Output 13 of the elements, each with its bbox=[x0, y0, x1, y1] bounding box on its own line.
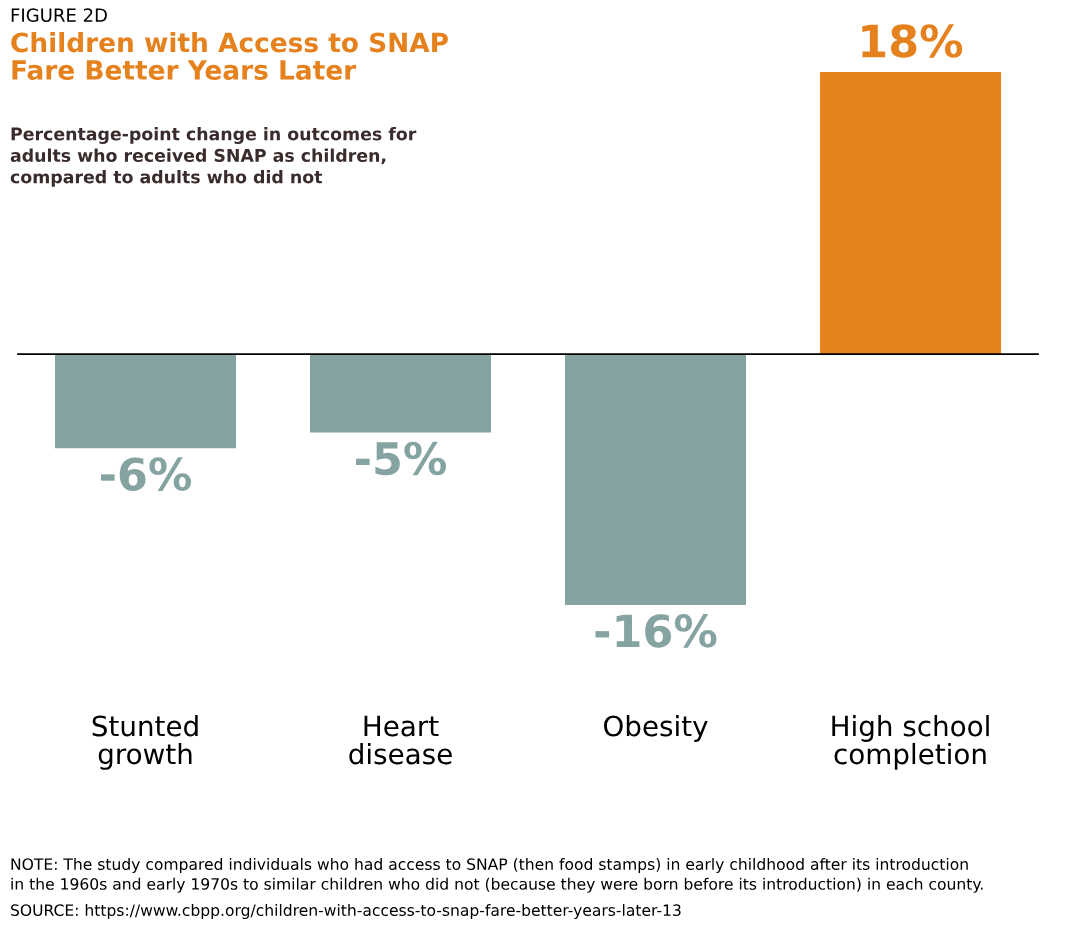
data-label: -5% bbox=[355, 441, 447, 476]
x-tick-label: High school completion bbox=[832, 715, 989, 770]
text: Percentage-point change in outcomes for adults who received SNAP as children, compared to adults who did not bbox=[10, 127, 417, 187]
data-label: 18% bbox=[862, 24, 963, 58]
data-label: -6% bbox=[100, 457, 192, 491]
data-label: -16% bbox=[595, 614, 717, 648]
text: NOTE: The study compared individuals who had access to SNAP (then food stamps) in early childhood after its introduction in the 1960s and early 1970s to similar children who did not (because they were born before its introduction) in each county. bbox=[11, 858, 983, 893]
caption: FIGURE 2D bbox=[11, 8, 107, 22]
x-tick-label: Heart disease bbox=[349, 715, 452, 765]
source-note: SOURCE: https://www.cbpp.org/children-with-access-to-snap-fare-better-years-later-13 bbox=[11, 904, 681, 920]
x-tick-label: Stunted growth bbox=[92, 715, 198, 770]
x-tick-label: Obesity bbox=[604, 715, 708, 742]
chart-title: Children with Access to SNAP Fare Better Years Later bbox=[11, 32, 448, 80]
